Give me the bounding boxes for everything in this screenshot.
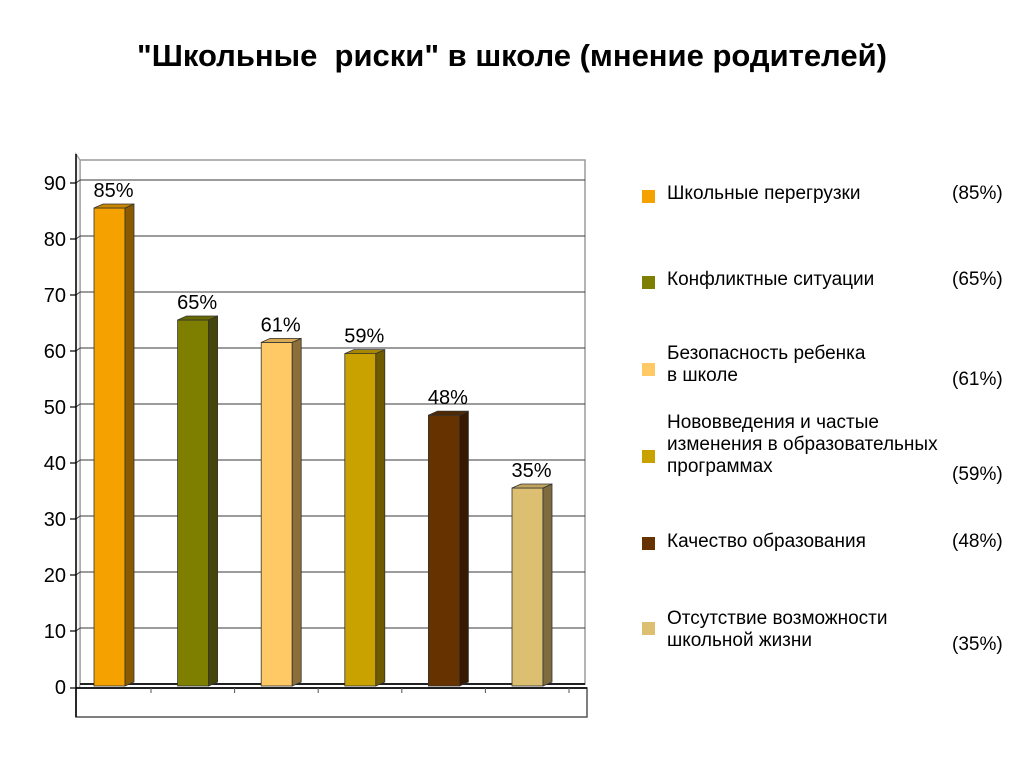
y-tick-label: 60 [44,341,66,363]
y-tick-label: 30 [44,509,66,531]
bar-top [93,203,135,209]
chart-legend: Школьные перегрузки (85%) Конфликтные си… [640,0,1024,768]
legend-label: Нововведения и частые изменения в образо… [667,412,938,477]
legend-value: (85%) [952,183,1003,204]
legend-value: (65%) [952,269,1003,290]
y-tick-label: 50 [44,397,66,419]
bar-top [344,349,385,355]
bar-side [458,410,469,687]
bar-top [511,483,553,489]
legend-swatch [642,190,655,203]
legend-value: (59%) [952,464,1003,485]
bar-data-label: 48% [428,387,468,409]
legend-value: (61%) [952,369,1003,390]
bar-side [124,203,135,687]
legend-swatch [642,276,655,289]
bar-data-label: 35% [511,460,551,482]
bar-data-label: 61% [261,314,301,336]
bar [427,414,460,687]
bar-top [261,337,302,343]
bar [511,487,544,687]
bar-side [375,348,386,687]
legend-swatch [642,363,655,376]
y-tick-label: 90 [44,173,66,195]
y-tick-label: 20 [44,565,66,587]
bar-side [208,315,219,687]
legend-label: Качество образования [667,531,866,552]
legend-swatch [642,537,655,550]
bar-data-label: 85% [93,180,133,202]
bar [177,319,210,687]
legend-label: Безопасность ребенка в школе [667,343,866,386]
bar-side [291,337,302,687]
bar-top [428,410,469,416]
legend-swatch [642,622,655,635]
bar [344,353,377,687]
bar-top [177,315,218,321]
plot-back-wall [79,159,586,685]
y-tick-label: 70 [44,285,66,307]
bar-data-label: 59% [344,326,384,348]
legend-swatch [642,450,655,463]
legend-label: Отсутствие возможности школьной жизни [667,608,888,651]
bar-chart: 0 10 20 30 40 50 60 70 80 90 85% 65% 61% 59% 48% 35% [44,152,588,718]
y-tick-label: 40 [44,453,66,475]
legend-value: (48%) [952,531,1003,552]
bar-data-label: 65% [177,292,217,314]
page-title: "Школьные риски" в школе (мнение родител… [137,38,887,73]
legend-label: Конфликтные ситуации [667,269,875,290]
y-tick-label: 10 [44,621,66,643]
bar [260,341,293,687]
y-tick-label: 0 [55,677,66,699]
legend-value: (35%) [952,634,1003,655]
bar-side [542,483,553,687]
legend-label: Школьные перегрузки [667,183,861,204]
bar [93,207,126,687]
plot-floor [75,687,588,718]
y-tick-label: 80 [44,229,66,251]
